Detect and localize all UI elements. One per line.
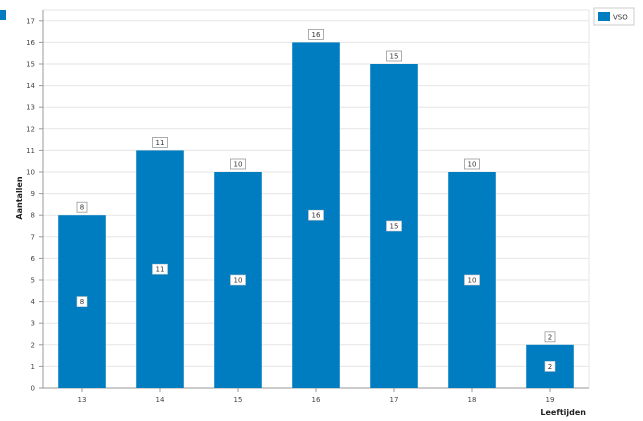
data-label-center: 8 (80, 298, 84, 306)
data-label-box (464, 158, 480, 170)
data-label-center: 11 (156, 266, 165, 274)
data-label-inner-box (544, 361, 556, 372)
data-label-center: 10 (234, 277, 243, 285)
x-tick-label: 19 (546, 396, 555, 404)
x-tick-label: 16 (312, 396, 321, 404)
y-tick-label: 16 (26, 39, 35, 47)
legend: VSO (593, 7, 635, 26)
data-label-inner-box (386, 220, 402, 232)
data-label-top: 16 (312, 31, 321, 39)
x-tick-labels: 13 14 15 16 17 18 19 (78, 396, 555, 404)
data-label-top: 10 (468, 161, 477, 169)
y-tick-label: 2 (31, 341, 35, 349)
y-tick-label: 14 (26, 82, 35, 90)
y-tick-label: 9 (31, 190, 35, 198)
y-tick-label: 17 (26, 17, 35, 25)
y-tick-label: 5 (31, 277, 35, 285)
data-label-center: 10 (468, 277, 477, 285)
legend-label: VSO (613, 14, 628, 22)
legend-swatch (598, 12, 610, 21)
y-tick-label: 13 (26, 104, 35, 112)
y-tick-label: 3 (31, 320, 35, 328)
data-label-inner-box (464, 274, 480, 286)
y-tick-label: 12 (26, 125, 35, 133)
y-tick-label: 7 (31, 233, 35, 241)
data-label-top: 11 (156, 139, 165, 147)
data-label-top: 10 (234, 161, 243, 169)
data-label-top: 2 (548, 333, 552, 341)
data-label-box (544, 331, 556, 343)
y-axis-title: Aantallen (15, 176, 24, 219)
data-label-top: 15 (390, 53, 399, 61)
data-label-center: 16 (312, 212, 321, 220)
data-label-box (308, 28, 324, 40)
data-label-inner-box (308, 209, 324, 221)
data-label-inner-box (152, 263, 168, 275)
data-label-inner-box (230, 274, 246, 286)
y-tick-label: 11 (26, 147, 35, 155)
data-label-top: 8 (80, 204, 84, 212)
x-tick-label: 17 (390, 396, 399, 404)
y-tick-label: 0 (31, 385, 35, 393)
y-tick-label: 1 (31, 363, 35, 371)
x-axis-title: Leeftijden (540, 408, 586, 417)
y-tick-label: 10 (26, 169, 35, 177)
x-tick-label: 13 (78, 396, 87, 404)
data-labels: 8 8 11 11 10 10 16 16 15 15 10 10 2 2 (76, 28, 556, 372)
data-label-box (230, 158, 246, 170)
data-label-box (152, 136, 168, 148)
y-tick-label: 6 (31, 255, 36, 263)
y-tick-label: 4 (31, 298, 36, 306)
data-label-center: 15 (390, 223, 399, 231)
x-tick-label: 18 (468, 396, 477, 404)
data-label-inner-box (76, 296, 88, 307)
x-tick-label: 14 (156, 396, 165, 404)
y-tick-label: 8 (31, 212, 35, 220)
y-tick-label: 15 (26, 61, 35, 69)
x-tick-label: 15 (234, 396, 243, 404)
data-label-box (76, 201, 88, 213)
data-label-box (386, 50, 402, 62)
legend-fragment-swatch (0, 10, 6, 20)
data-label-center: 2 (548, 363, 552, 371)
